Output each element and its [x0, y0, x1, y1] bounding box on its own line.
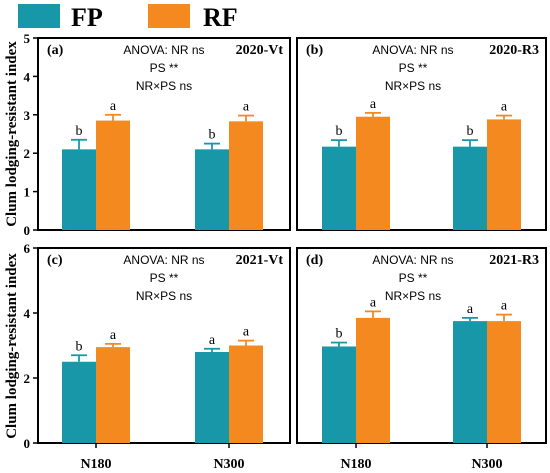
- significance-letter: a: [501, 100, 508, 115]
- panel-title: 2020-R3: [489, 43, 539, 58]
- y-tick-label: 5: [24, 31, 31, 46]
- y-tick-label: 6: [24, 241, 31, 256]
- anova-annotation: PS **: [150, 271, 179, 285]
- significance-letter: a: [110, 99, 117, 114]
- bar-fp-n180: [62, 149, 96, 230]
- bar-rf-n180: [356, 317, 390, 443]
- x-tick-label-right-n180: N180: [340, 457, 371, 472]
- significance-letter: a: [467, 302, 474, 317]
- significance-letter: b: [336, 124, 343, 139]
- y-tick-label: 0: [24, 223, 31, 238]
- bar-rf-n300: [487, 119, 521, 230]
- y-tick-label: 0: [24, 436, 31, 451]
- significance-letter: a: [209, 333, 216, 348]
- x-tick-label-left-n180: N180: [80, 457, 111, 472]
- panel-b: (b) 2020-R3 ANOVA: NR ns PS ** NR×PS ns b a b a: [296, 37, 547, 231]
- significance-letter: a: [370, 97, 377, 112]
- legend-swatch-rf: [148, 4, 190, 28]
- y-tick-label: 4: [24, 306, 31, 321]
- legend: FP RF: [18, 3, 238, 32]
- anova-annotation: NR×PS ns: [136, 79, 192, 93]
- bar-fp-n300: [195, 149, 229, 230]
- significance-letter: b: [209, 128, 216, 143]
- bar-fp-n300: [453, 321, 487, 443]
- bar-fp-n180: [62, 361, 96, 443]
- y-axis-label-top: Clum lodging-resistant index: [4, 41, 20, 227]
- anova-annotation: PS **: [399, 61, 428, 75]
- bar-rf-n300: [229, 345, 263, 443]
- legend-swatch-fp: [18, 4, 60, 28]
- bar-fp-n300: [195, 352, 229, 443]
- y-tick-label: 2: [24, 371, 31, 386]
- bar-rf-n180: [356, 116, 390, 230]
- y-tick-label: 2: [24, 146, 31, 161]
- y-tick-label: 4: [24, 69, 31, 84]
- panel-title: 2021-R3: [489, 253, 539, 268]
- significance-letter: a: [110, 328, 117, 343]
- y-tick-label: 1: [24, 185, 31, 200]
- panel-id-label: (a): [47, 43, 64, 58]
- anova-annotation: ANOVA: NR ns: [372, 43, 453, 57]
- panel-a: 0 1 2 3 4 5 (a) 2020-Vt ANOVA: NR ns PS ** NR×PS n…: [24, 31, 291, 238]
- panel-frame: [296, 37, 547, 231]
- panel-frame: [296, 247, 547, 444]
- anova-annotation: PS **: [150, 61, 179, 75]
- significance-letter: b: [76, 339, 83, 354]
- significance-letter: a: [501, 299, 508, 314]
- significance-letter: b: [467, 124, 474, 139]
- x-tick-label-left-n300: N300: [213, 457, 244, 472]
- panel-title: 2021-Vt: [236, 253, 284, 268]
- x-tick-label-right-n300: N300: [471, 457, 502, 472]
- anova-annotation: ANOVA: NR ns: [372, 253, 453, 267]
- significance-letter: a: [243, 325, 250, 340]
- anova-annotation: NR×PS ns: [385, 79, 441, 93]
- bar-fp-n180: [322, 346, 356, 443]
- anova-annotation: NR×PS ns: [136, 289, 192, 303]
- panel-title: 2020-Vt: [236, 43, 284, 58]
- legend-label-rf: RF: [203, 3, 238, 32]
- anova-annotation: PS **: [399, 271, 428, 285]
- y-tick-label: 3: [24, 108, 31, 123]
- significance-letter: b: [336, 327, 343, 342]
- bar-rf-n180: [96, 120, 130, 230]
- bar-fp-n300: [453, 146, 487, 230]
- significance-letter: a: [243, 100, 250, 115]
- panel-id-label: (c): [47, 253, 63, 268]
- anova-annotation: ANOVA: NR ns: [123, 43, 204, 57]
- bar-rf-n300: [229, 121, 263, 230]
- anova-annotation: NR×PS ns: [385, 289, 441, 303]
- y-axis-label-bottom: Clum lodging-resistant index: [4, 253, 20, 439]
- panel-c: 0 2 4 6 (c) 2021-Vt ANOVA: NR ns PS ** NR×PS ns b…: [24, 241, 291, 451]
- panel-frame: [37, 37, 291, 231]
- panel-id-label: (d): [306, 253, 323, 268]
- panel-frame: [37, 247, 291, 444]
- significance-letter: b: [76, 124, 83, 139]
- bar-rf-n300: [487, 321, 521, 443]
- bar-rf-n180: [96, 347, 130, 443]
- panel-d: (d) 2021-R3 ANOVA: NR ns PS ** NR×PS ns b a a a: [296, 247, 547, 448]
- significance-letter: a: [370, 295, 377, 310]
- bar-fp-n180: [322, 146, 356, 230]
- legend-label-fp: FP: [71, 3, 103, 32]
- anova-annotation: ANOVA: NR ns: [123, 253, 204, 267]
- panel-id-label: (b): [306, 43, 323, 58]
